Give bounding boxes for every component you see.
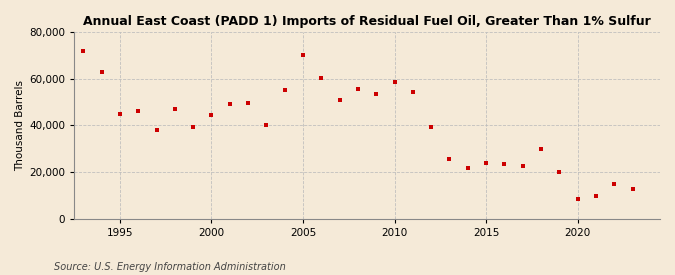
Point — [316, 75, 327, 80]
Point — [224, 102, 235, 107]
Point — [133, 109, 144, 114]
Text: Source: U.S. Energy Information Administration: Source: U.S. Energy Information Administ… — [54, 262, 286, 272]
Y-axis label: Thousand Barrels: Thousand Barrels — [15, 80, 25, 171]
Point — [334, 98, 345, 102]
Point — [151, 128, 162, 132]
Point — [169, 107, 180, 111]
Point — [535, 147, 546, 151]
Point — [499, 162, 510, 166]
Point — [188, 124, 198, 129]
Point — [352, 87, 363, 91]
Point — [298, 53, 308, 57]
Point — [462, 165, 473, 170]
Point — [206, 113, 217, 117]
Point — [627, 186, 638, 191]
Point — [115, 112, 126, 116]
Point — [444, 157, 455, 161]
Point — [572, 197, 583, 201]
Point — [517, 164, 528, 169]
Title: Annual East Coast (PADD 1) Imports of Residual Fuel Oil, Greater Than 1% Sulfur: Annual East Coast (PADD 1) Imports of Re… — [83, 15, 651, 28]
Point — [261, 123, 272, 128]
Point — [554, 170, 565, 174]
Point — [279, 88, 290, 93]
Point — [389, 80, 400, 84]
Point — [97, 70, 107, 74]
Point — [408, 89, 418, 94]
Point — [243, 101, 254, 105]
Point — [481, 161, 491, 165]
Point — [426, 124, 437, 129]
Point — [591, 193, 601, 198]
Point — [609, 182, 620, 186]
Point — [371, 92, 381, 96]
Point — [78, 48, 88, 53]
